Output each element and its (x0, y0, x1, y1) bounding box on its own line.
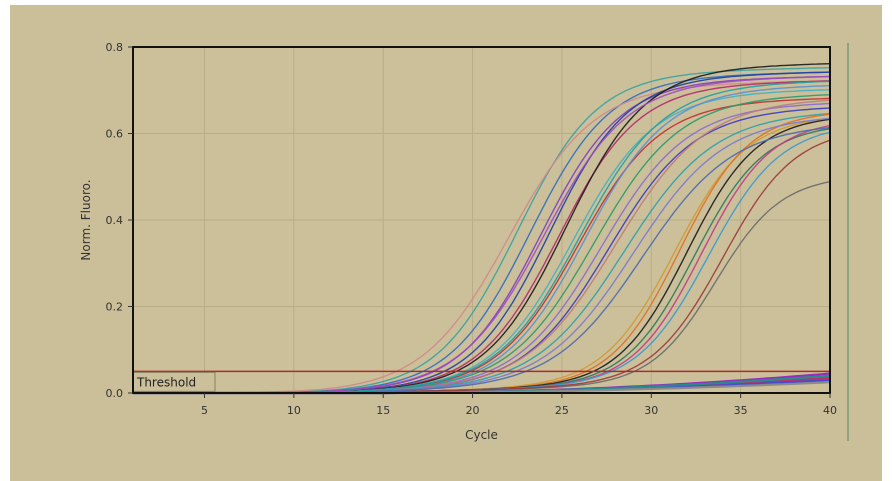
x-axis-title: Cycle (465, 428, 498, 442)
y-tick-label: 0.8 (106, 41, 124, 54)
curves (133, 63, 831, 395)
y-tick-label: 0.4 (106, 214, 124, 227)
x-tick-label: 15 (376, 404, 390, 417)
x-axis-ticks: 5 10 15 20 25 30 35 40 (201, 393, 837, 417)
x-tick-label: 25 (555, 404, 569, 417)
x-tick-label: 20 (466, 404, 480, 417)
y-tick-label: 0.6 (106, 128, 124, 141)
y-tick-label: 0.0 (106, 387, 124, 400)
y-axis-ticks: 0.0 0.2 0.4 0.6 0.8 (106, 41, 133, 400)
y-axis-title: Norm. Fluoro. (79, 179, 93, 260)
amplification-chart: Threshold 5 10 15 20 25 30 35 40 0.00.20.40.60.… (79, 41, 849, 442)
y-tick-label: 0.2 (106, 301, 124, 314)
threshold-label: Threshold (136, 375, 196, 389)
x-tick-label: 5 (201, 404, 208, 417)
x-tick-label: 35 (734, 404, 748, 417)
x-tick-label: 10 (287, 404, 301, 417)
x-tick-label: 30 (644, 404, 658, 417)
chart-panel: Threshold 5 10 15 20 25 30 35 40 0.0 0.2 0.4 0.6 0.… (10, 5, 882, 481)
x-tick-label: 40 (823, 404, 837, 417)
